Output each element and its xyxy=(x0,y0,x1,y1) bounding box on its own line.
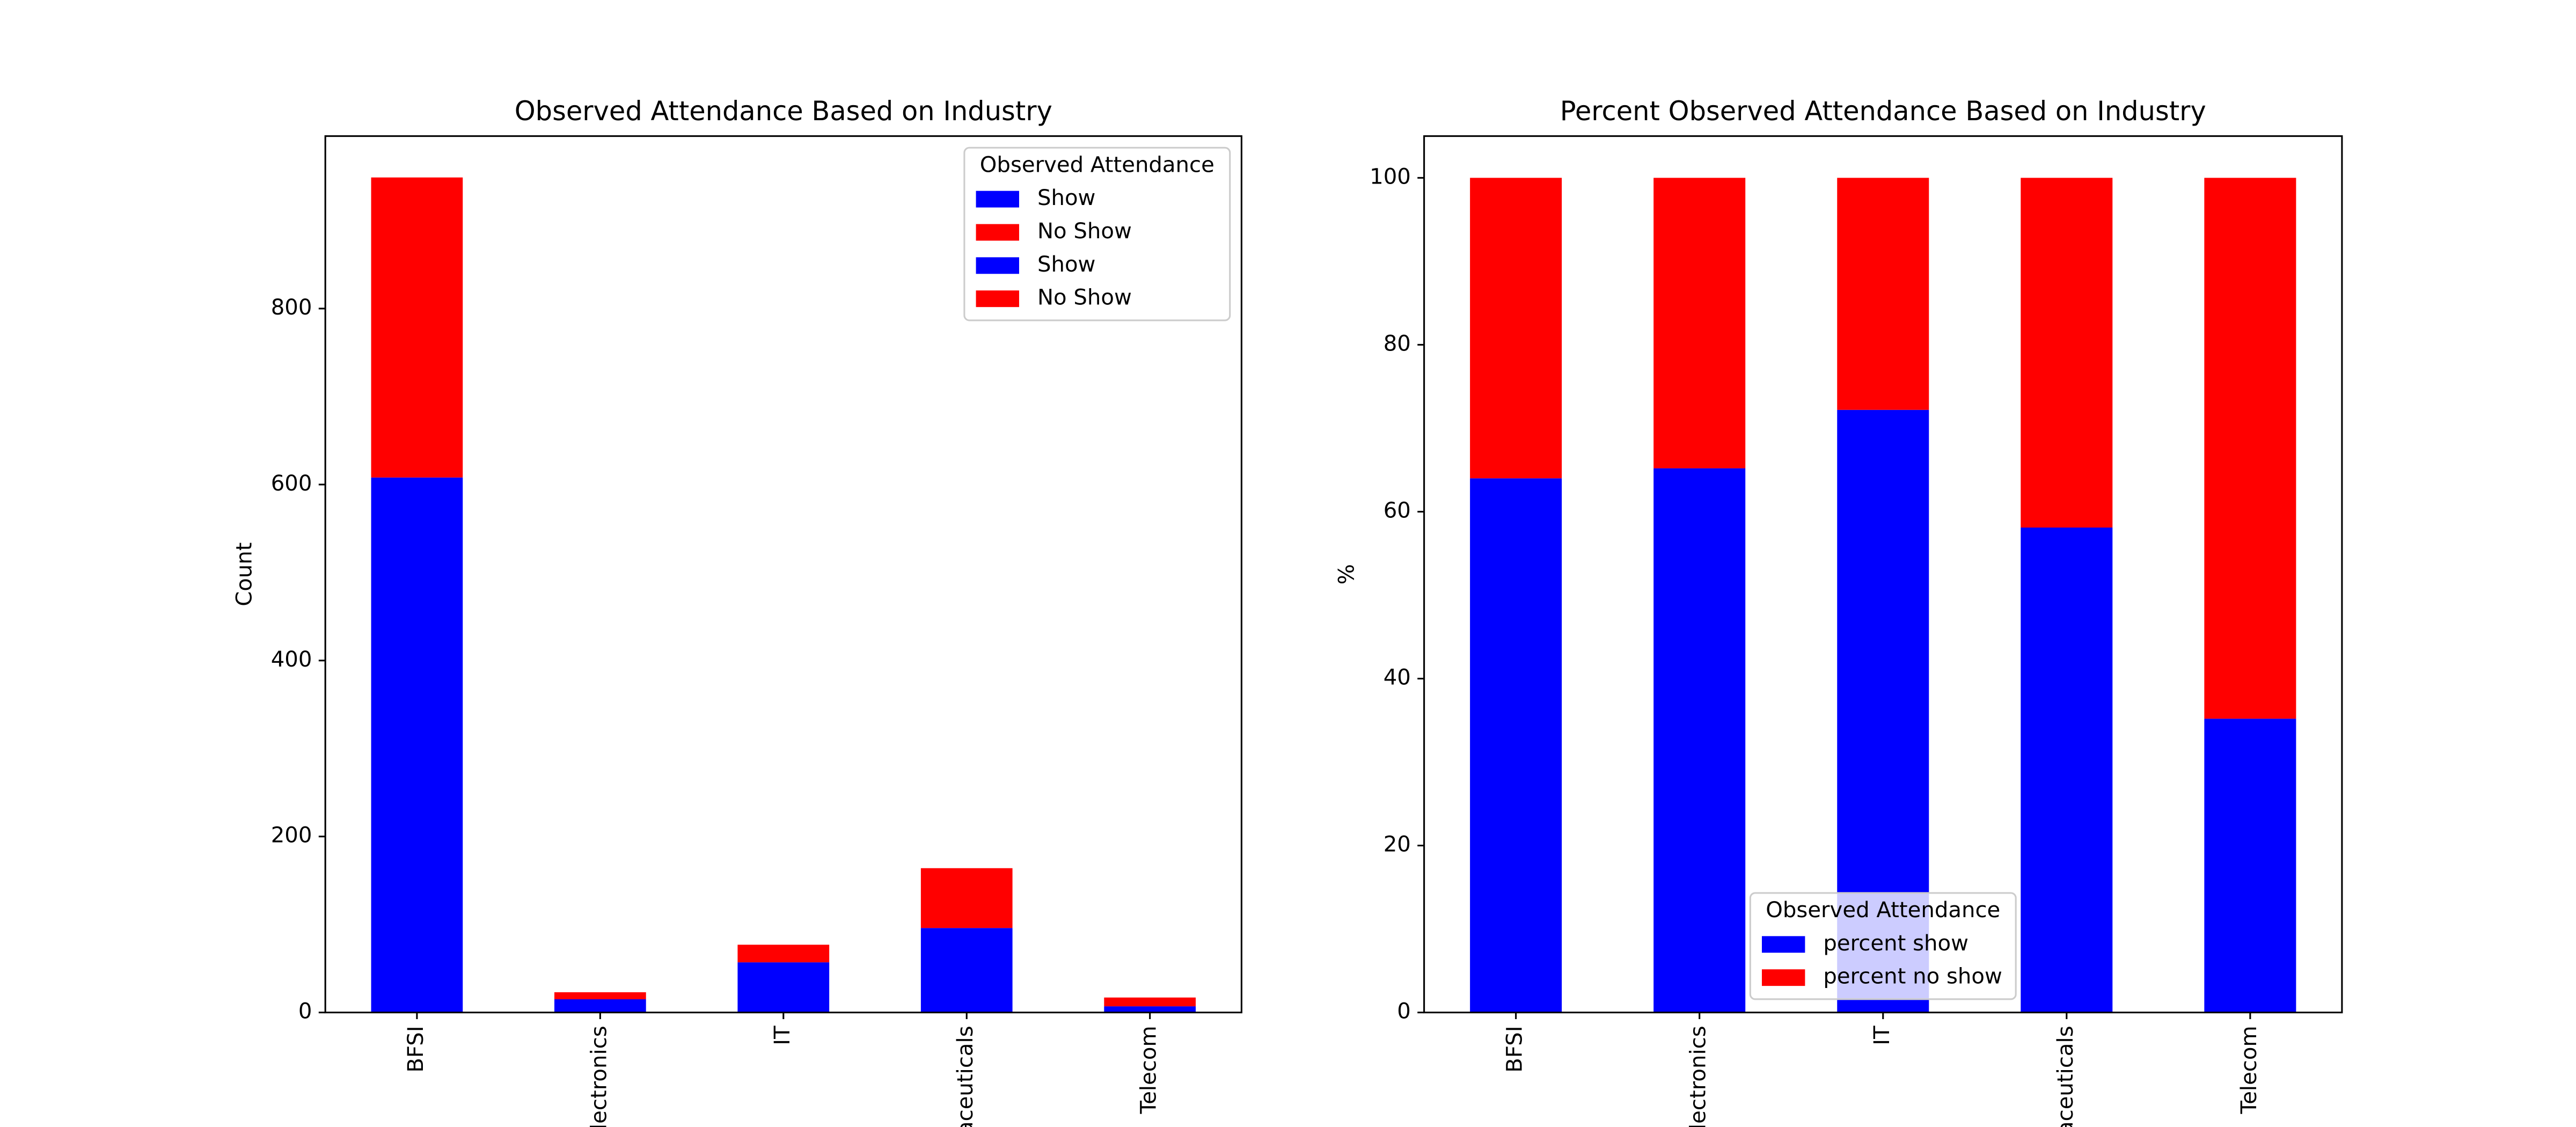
chart-title: Observed Attendance Based on Industry xyxy=(515,96,1052,127)
legend-title: Observed Attendance xyxy=(980,152,1214,177)
bar xyxy=(554,999,646,1013)
legend-swatch xyxy=(976,224,1019,241)
x-tick-label: BFSI xyxy=(1503,1026,1527,1072)
bar xyxy=(554,992,646,1000)
bar xyxy=(2204,719,2296,1013)
y-tick-label: 80 xyxy=(1384,331,1411,356)
legend-label: percent show xyxy=(1823,931,1968,956)
bar xyxy=(2021,178,2113,528)
x-tick-label: Pharmaceuticals xyxy=(953,1026,978,1127)
legend-swatch xyxy=(976,257,1019,274)
legend-title: Observed Attendance xyxy=(1766,898,2000,923)
legend-label: Show xyxy=(1037,186,1095,210)
x-tick-label: Electronics xyxy=(1686,1026,1711,1127)
y-tick-label: 200 xyxy=(271,823,312,848)
y-tick-label: 800 xyxy=(271,295,312,320)
x-tick-label: Electronics xyxy=(587,1026,611,1127)
legend-box xyxy=(963,147,1231,321)
y-tick-label: 600 xyxy=(271,471,312,496)
bar xyxy=(1837,178,1929,410)
y-tick-label: 0 xyxy=(1397,999,1411,1024)
legend-label: Show xyxy=(1037,252,1095,277)
y-axis-label: % xyxy=(1334,564,1359,584)
legend-swatch xyxy=(976,290,1019,308)
x-tick-label: IT xyxy=(1870,1026,1894,1045)
y-axis-label: Count xyxy=(232,542,257,606)
y-tick-label: 20 xyxy=(1384,832,1411,857)
bar xyxy=(2204,178,2296,719)
x-tick-label: Telecom xyxy=(2237,1026,2262,1114)
bar xyxy=(371,177,463,478)
legend-swatch xyxy=(1761,936,1805,953)
bar xyxy=(2021,528,2113,1013)
legend-box xyxy=(1749,892,2017,1000)
bar xyxy=(920,868,1013,928)
x-tick-label: BFSI xyxy=(404,1026,428,1072)
y-tick-label: 60 xyxy=(1384,498,1411,523)
axes-frame xyxy=(1423,135,2343,1014)
legend-label: No Show xyxy=(1037,286,1132,310)
legend: Observed Attendance percent show percent n… xyxy=(1749,892,2017,1000)
y-tick-label: 40 xyxy=(1384,665,1411,690)
legend-label: No Show xyxy=(1037,219,1132,244)
x-tick-label: Pharmaceuticals xyxy=(2053,1026,2078,1127)
y-tick-label: 100 xyxy=(1370,164,1411,189)
y-tick-label: 0 xyxy=(298,999,312,1024)
bar xyxy=(1104,997,1196,1007)
x-tick-label: Telecom xyxy=(1137,1026,1161,1114)
bar xyxy=(371,477,463,1013)
bar xyxy=(1653,178,1746,469)
legend-swatch xyxy=(976,191,1019,208)
bar xyxy=(737,945,830,963)
axes-frame xyxy=(324,135,1242,1014)
bar xyxy=(1653,468,1746,1013)
chart-title: Percent Observed Attendance Based on Ind… xyxy=(1560,96,2206,127)
x-tick-label: IT xyxy=(770,1026,795,1045)
bar xyxy=(1470,478,1562,1013)
legend: Observed Attendance Show No Show Show No Sho… xyxy=(963,147,1231,321)
legend-swatch xyxy=(1761,969,1805,986)
legend-label: percent no show xyxy=(1823,964,2002,989)
bar xyxy=(920,928,1013,1013)
y-tick-label: 400 xyxy=(271,647,312,672)
bar xyxy=(737,962,830,1013)
bar xyxy=(1104,1006,1196,1013)
bar xyxy=(1470,178,1562,479)
